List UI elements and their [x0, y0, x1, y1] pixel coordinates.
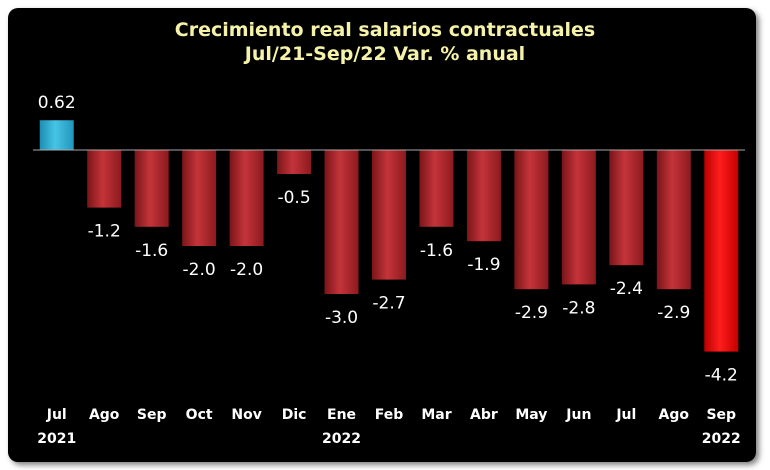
category-label-1: Ago — [89, 407, 120, 423]
value-label-10: -2.9 — [515, 303, 548, 323]
category-label-5: Dic — [282, 407, 307, 423]
category-label-6: Ene — [327, 407, 356, 423]
value-label-6: -3.0 — [325, 308, 358, 328]
category-label-8: Mar — [421, 407, 451, 423]
bar-13 — [656, 150, 691, 290]
bar-5 — [277, 150, 312, 174]
chart-subtitle: Jul/21-Sep/22 Var. % anual — [244, 43, 526, 65]
value-label-5: -0.5 — [277, 188, 310, 208]
category-label-7: Feb — [375, 407, 404, 423]
bar-7 — [372, 150, 406, 280]
chart-title: Crecimiento real salarios contractuales — [174, 19, 596, 41]
category-label-11: Jun — [565, 407, 591, 423]
category-year-label-0: 2021 — [37, 431, 76, 447]
bar-8 — [419, 150, 454, 227]
bar-3 — [182, 150, 217, 246]
bar-2 — [134, 150, 169, 227]
bar-1 — [87, 150, 122, 208]
category-label-10: May — [515, 407, 547, 423]
bar-9 — [466, 150, 501, 242]
category-label-4: Nov — [231, 407, 261, 423]
value-label-14: -4.2 — [705, 366, 738, 386]
category-labels-group: Jul 2021 Ago Sep Oct Nov Dic Ene 2022 Feb Mar Abr Ma… — [37, 407, 741, 447]
value-label-13: -2.9 — [657, 303, 690, 323]
bar-6 — [324, 150, 359, 294]
value-label-9: -1.9 — [467, 255, 500, 275]
value-label-12: -2.4 — [610, 279, 643, 299]
category-year-label-14: 2022 — [702, 431, 741, 447]
category-label-0: Jul — [46, 407, 67, 423]
value-label-11: -2.8 — [562, 298, 595, 318]
bar-12 — [609, 150, 644, 266]
bar-10 — [514, 150, 549, 290]
category-label-2: Sep — [137, 407, 167, 423]
category-label-13: Ago — [659, 407, 690, 423]
category-label-14: Sep — [706, 407, 736, 423]
category-label-3: Oct — [186, 407, 213, 423]
bars-group — [39, 120, 739, 352]
category-label-12: Jul — [615, 407, 636, 423]
value-label-8: -1.6 — [420, 241, 453, 261]
value-label-1: -1.2 — [88, 222, 121, 242]
category-label-9: Abr — [470, 407, 498, 423]
bar-0 — [39, 120, 74, 150]
category-year-label-6: 2022 — [322, 431, 361, 447]
value-labels-group: 0.62 -1.2 -1.6 -2.0 -2.0 -0.5 -3.0 -2.7 -1.6 -1.9… — [38, 93, 738, 385]
value-label-7: -2.7 — [372, 294, 405, 314]
bar-11 — [561, 150, 596, 285]
value-label-2: -1.6 — [135, 241, 168, 261]
value-label-0: 0.62 — [38, 93, 76, 113]
bar-4 — [229, 150, 264, 246]
chart-title-block: Crecimiento real salarios contractuales … — [0, 18, 770, 66]
value-label-3: -2.0 — [183, 260, 216, 280]
bar-14 — [704, 150, 739, 352]
value-label-4: -2.0 — [230, 260, 263, 280]
